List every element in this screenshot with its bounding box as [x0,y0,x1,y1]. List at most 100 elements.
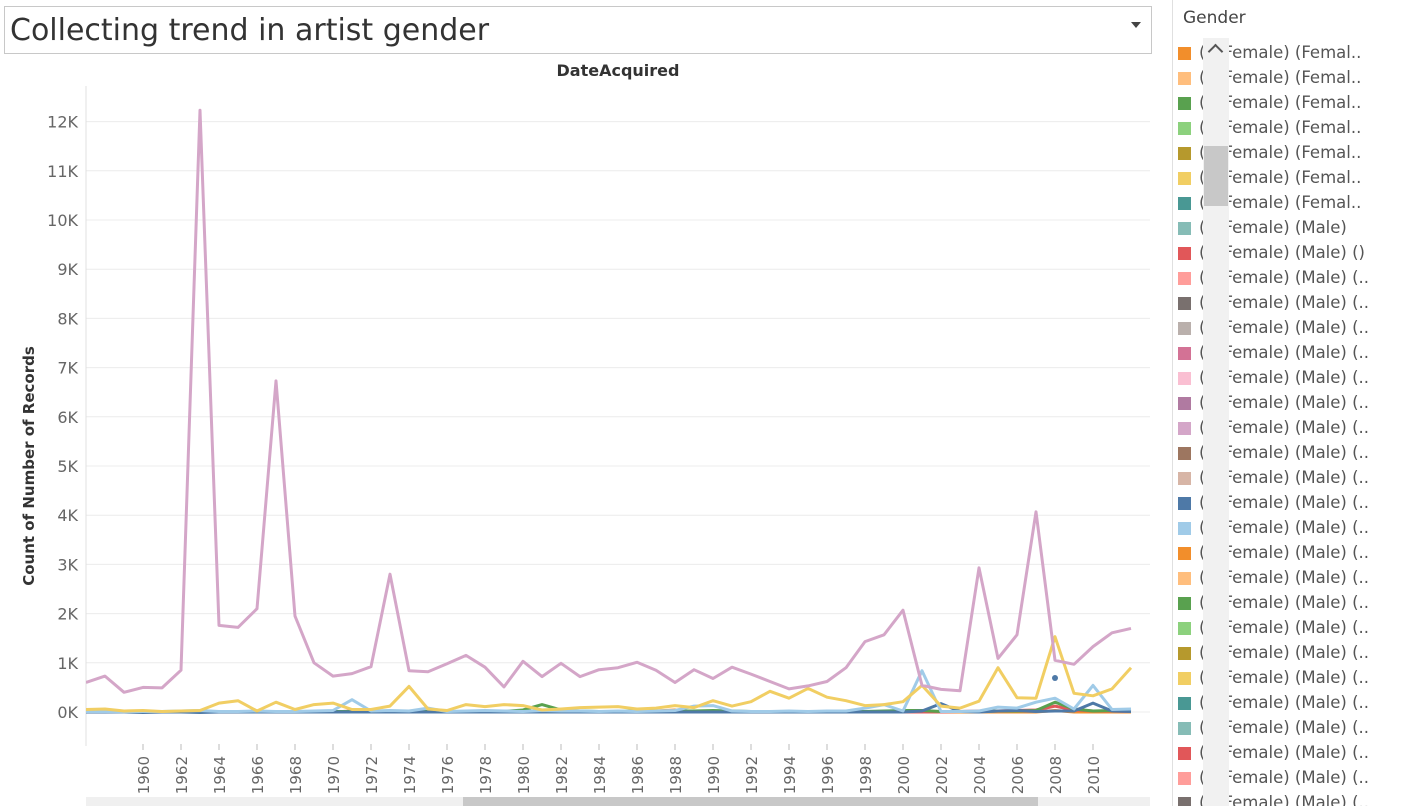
x-tick-label: 1972 [363,756,381,794]
legend-item[interactable]: () (Female) (Male) (.. [1178,717,1373,742]
legend-item[interactable]: () (Female) (Male) (.. [1178,392,1373,417]
legend-swatch [1178,572,1191,585]
legend-label: () (Female) (Male) (.. [1199,543,1370,562]
y-tick-label: 1K [57,654,78,673]
legend-list: () (Female) (Femal.. () (Female) (Femal..… [1173,38,1373,806]
legend-label: () (Female) (Male) (.. [1199,293,1370,312]
legend-swatch [1178,647,1191,660]
series-points [1052,675,1058,682]
series-line[interactable] [86,635,1133,713]
chart-title: DateAcquired [557,61,680,80]
legend-item[interactable]: () (Female) (Male) (.. [1178,592,1373,617]
legend-item[interactable]: () (Female) (Male) [1178,217,1373,242]
legend-swatch [1178,372,1191,385]
legend-item[interactable]: () (Female) (Male) (.. [1178,292,1373,317]
legend-swatch [1178,422,1191,435]
legend-swatch [1178,172,1191,185]
x-tick-label: 1970 [325,756,343,794]
legend-item[interactable]: () (Female) (Male) (.. [1178,667,1373,692]
legend-label: () (Female) (Male) (.. [1199,443,1370,462]
y-tick-label: 9K [57,260,78,279]
legend-swatch [1178,672,1191,685]
x-tick-label: 1982 [553,756,571,794]
legend-label: () (Female) (Male) (.. [1199,268,1370,287]
title-selector[interactable]: Collecting trend in artist gender [4,6,1152,54]
x-tick-label: 1978 [477,756,495,794]
x-tick-label: 1992 [743,756,761,794]
legend-item[interactable]: () (Female) (Femal.. [1178,42,1373,67]
legend-label: () (Female) (Male) (.. [1199,368,1370,387]
horizontal-scroll-thumb[interactable] [463,797,1038,806]
legend-label: () (Female) (Male) (.. [1199,468,1370,487]
grid-lines [85,86,1150,746]
x-tick-label: 2004 [971,756,989,794]
legend-label: () (Female) (Male) (.. [1199,393,1370,412]
y-tick-label: 3K [57,555,78,574]
legend-item[interactable]: () (Female) (Male) () [1178,242,1373,267]
series-line[interactable] [86,108,1132,694]
legend-item[interactable]: () (Female) (Femal.. [1178,142,1373,167]
legend-item[interactable]: () (Female) (Male) (.. [1178,617,1373,642]
x-tick-label: 1968 [287,756,305,794]
legend-label: () (Female) (Male) (.. [1199,343,1370,362]
legend-item[interactable]: () (Female) (Femal.. [1178,167,1373,192]
legend-item[interactable]: () (Female) (Male) (.. [1178,567,1373,592]
legend-item[interactable]: () (Female) (Male) (.. [1178,642,1373,667]
x-tick-label: 2008 [1047,756,1065,794]
legend-label: () (Female) (Male) (.. [1199,743,1370,762]
legend-item[interactable]: () (Female) (Male) (.. [1178,367,1373,392]
legend-item[interactable]: () (Female) (Femal.. [1178,117,1373,142]
legend-scroll-thumb[interactable] [1204,146,1228,206]
legend-swatch [1178,222,1191,235]
data-point[interactable] [1052,675,1058,682]
legend-swatch [1178,272,1191,285]
legend-item[interactable]: () (Female) (Male) (.. [1178,342,1373,367]
legend-item[interactable]: () (Female) (Male) (.. [1178,442,1373,467]
legend-swatch [1178,472,1191,485]
x-tick-label: 2010 [1085,756,1103,794]
y-tick-label: 0K [57,703,78,722]
y-tick-label: 8K [57,309,78,328]
legend-item[interactable]: () (Female) (Male) (.. [1178,317,1373,342]
legend-label: () (Female) (Male) (.. [1199,493,1370,512]
legend-title: Gender [1183,8,1246,28]
legend-swatch [1178,247,1191,260]
legend-item[interactable]: () (Female) (Male) (.. [1178,792,1373,806]
legend-label: () (Female) (Male) (.. [1199,568,1370,587]
legend-item[interactable]: () (Female) (Male) (.. [1178,467,1373,492]
legend-item[interactable]: () (Female) (Male) (.. [1178,767,1373,792]
x-tick-label: 1984 [591,756,609,794]
legend-label: () (Female) (Male) (.. [1199,593,1370,612]
legend-item[interactable]: () (Female) (Femal.. [1178,67,1373,92]
y-axis-ticks: 0K 1K 2K 3K 4K 5K 6K 7K 8K 9K 10K 11K 12K [47,113,78,722]
legend-item[interactable]: () (Female) (Femal.. [1178,92,1373,117]
y-tick-label: 4K [57,506,78,525]
x-tick-label: 1994 [781,756,799,794]
legend-item[interactable]: () (Female) (Male) (.. [1178,742,1373,767]
legend-item[interactable]: () (Female) (Male) (.. [1178,517,1373,542]
legend-label: () (Female) (Femal.. [1199,193,1362,212]
y-tick-label: 7K [57,359,78,378]
legend-swatch [1178,97,1191,110]
legend-item[interactable]: () (Female) (Male) (.. [1178,267,1373,292]
x-tick-label: 1964 [211,756,229,794]
x-tick-label: 1974 [401,756,419,794]
legend-item[interactable]: () (Female) (Male) (.. [1178,692,1373,717]
legend-swatch [1178,597,1191,610]
chevron-down-icon[interactable] [1131,22,1141,28]
legend-item[interactable]: () (Female) (Male) (.. [1178,417,1373,442]
x-tick-label: 2006 [1009,756,1027,794]
y-tick-label: 10K [47,211,78,230]
legend-swatch [1178,47,1191,60]
legend-swatch [1178,522,1191,535]
legend-label: () (Female) (Male) (.. [1199,793,1370,806]
x-tick-label: 1976 [439,756,457,794]
x-axis-ticks: 1960 1962 1964 1966 1968 1970 1972 1974 1976 1978… [135,744,1103,794]
legend-item[interactable]: () (Female) (Male) (.. [1178,542,1373,567]
legend-item[interactable]: () (Female) (Male) (.. [1178,492,1373,517]
y-tick-label: 2K [57,605,78,624]
legend-label: () (Female) (Male) (.. [1199,768,1370,787]
legend-item[interactable]: () (Female) (Femal.. [1178,192,1373,217]
y-axis-label: Count of Number of Records [20,346,38,586]
